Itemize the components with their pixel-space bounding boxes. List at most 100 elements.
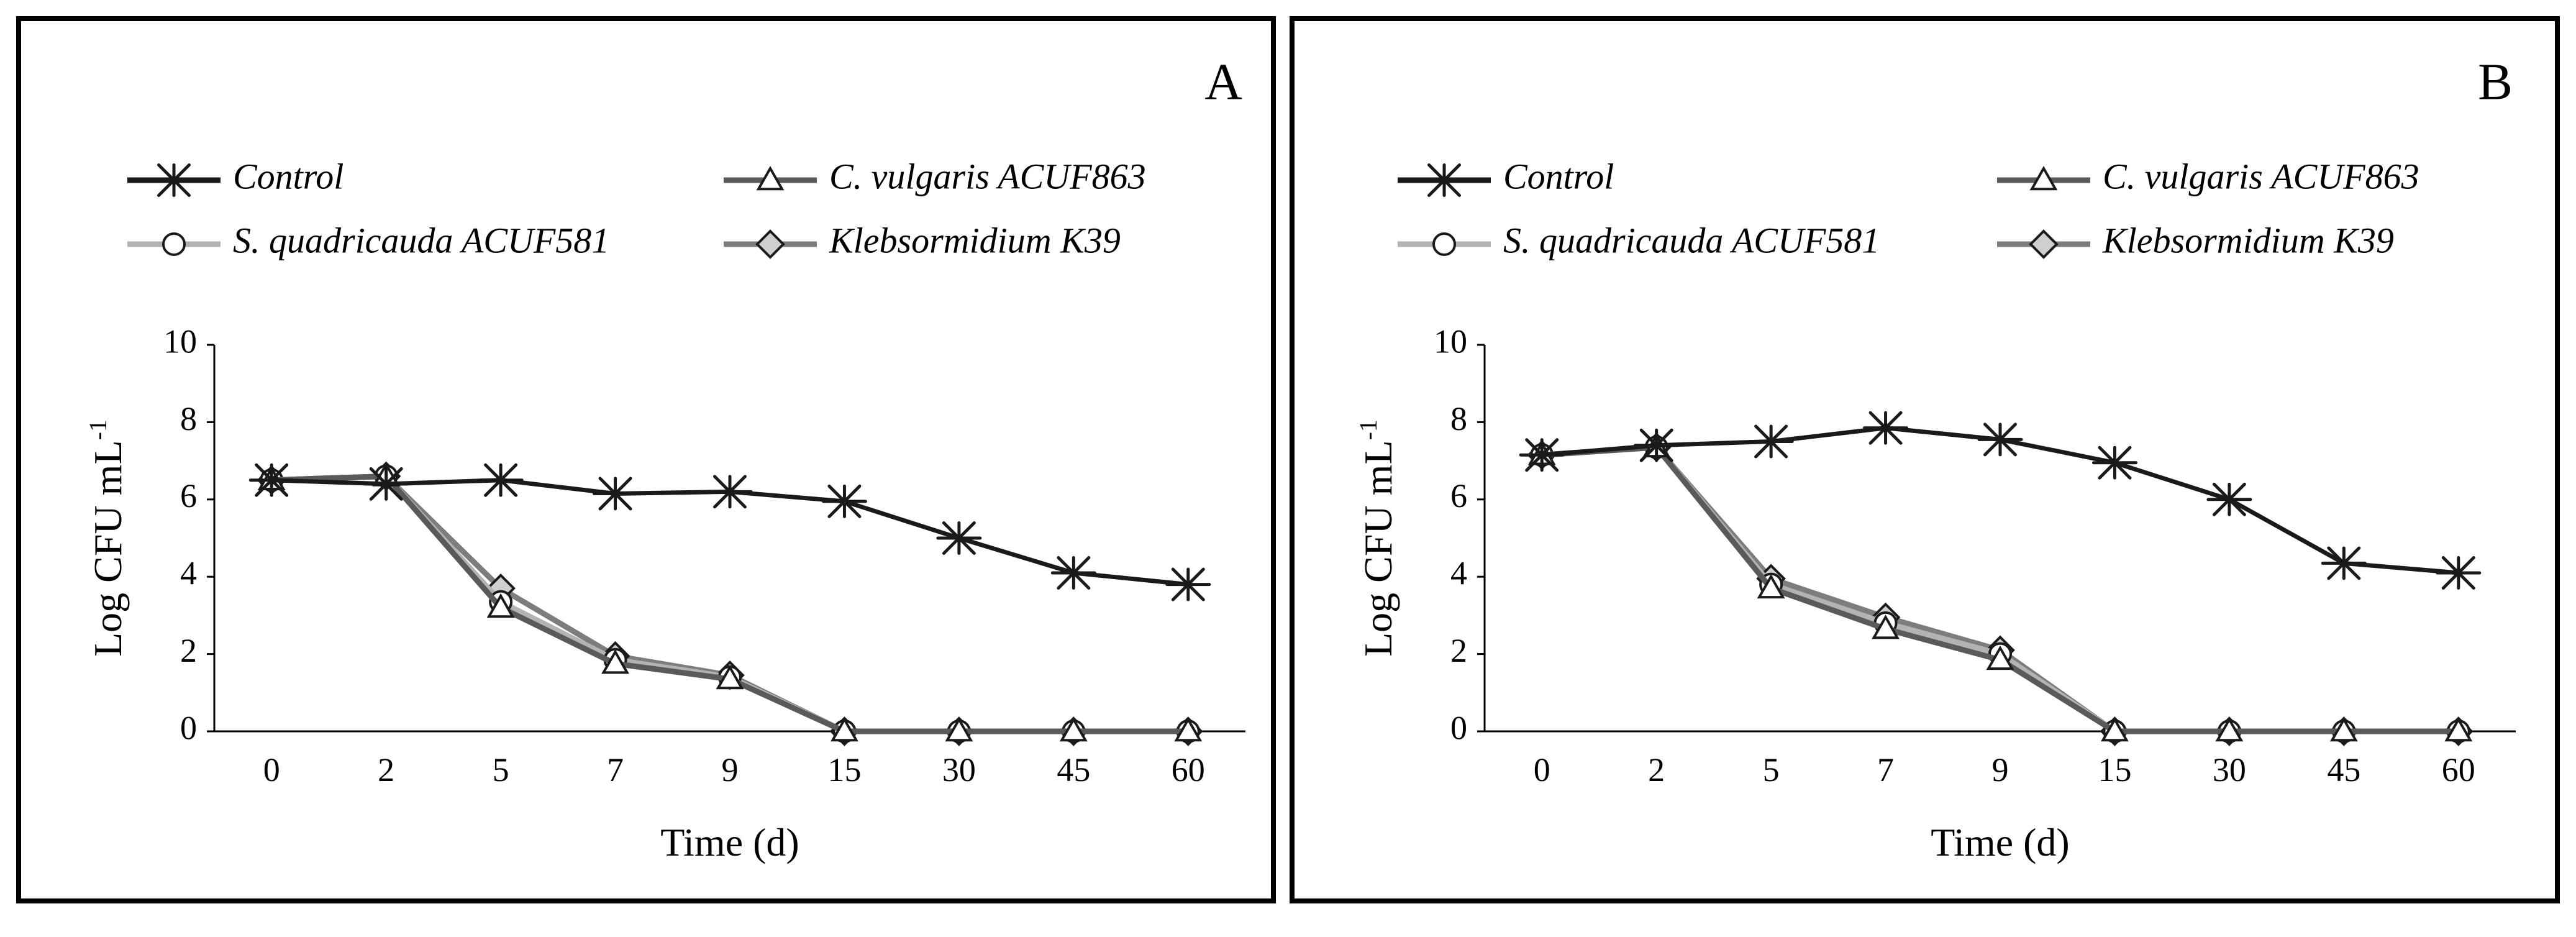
- x-tick-label: 45: [1057, 751, 1090, 788]
- legend-marker-diamond: [755, 229, 785, 259]
- legend-label: Klebsormidium K39: [2102, 220, 2394, 260]
- data-point-asterisk: [1748, 424, 1794, 459]
- data-point-asterisk: [593, 477, 639, 511]
- x-tick-label: 5: [493, 751, 509, 788]
- panel-label: A: [1204, 53, 1242, 111]
- legend-marker-asterisk: [151, 163, 197, 197]
- legend-label: C. vulgaris ACUF863: [829, 156, 1146, 196]
- panel-label: B: [2478, 53, 2513, 111]
- data-point-asterisk: [2436, 556, 2482, 590]
- legend-entry-control: Control: [1398, 156, 1614, 197]
- data-point-asterisk: [1977, 423, 2023, 457]
- y-tick-label: 6: [1450, 477, 1467, 514]
- data-point-asterisk: [821, 484, 867, 518]
- y-axis-title-superscript: -1: [1354, 419, 1382, 440]
- data-point-asterisk: [2321, 546, 2367, 580]
- x-tick-label: 9: [1992, 751, 2009, 788]
- x-tick-label: 2: [378, 751, 394, 788]
- legend-marker-circle: [162, 232, 186, 256]
- data-point-triangle: [486, 593, 515, 618]
- legend-entry-klebsormidium-k39: Klebsormidium K39: [724, 220, 1121, 260]
- x-tick-label: 9: [722, 751, 739, 788]
- y-axis-title: Log CFU mL-1: [84, 419, 130, 657]
- series-control: [248, 463, 1211, 601]
- x-tick-label: 30: [2213, 751, 2246, 788]
- data-point-triangle: [945, 716, 973, 742]
- data-point-asterisk: [1634, 428, 1680, 462]
- legend-entry-s-quadricauda-acuf581: S. quadricauda ACUF581: [127, 220, 609, 260]
- y-tick-label: 10: [1434, 322, 1467, 360]
- data-point-triangle: [1757, 574, 1785, 599]
- legend-entry-c-vulgaris-acuf863: C. vulgaris ACUF863: [1997, 156, 2419, 196]
- data-point-triangle: [2444, 716, 2473, 742]
- data-point-asterisk: [1165, 567, 1211, 601]
- x-tick-label: 60: [1172, 751, 1205, 788]
- legend-label: Klebsormidium K39: [829, 220, 1121, 260]
- legend-entry-s-quadricauda-acuf581: S. quadricauda ACUF581: [1398, 220, 1880, 260]
- legend-marker-triangle: [756, 165, 785, 191]
- x-tick-label: 0: [263, 751, 280, 788]
- y-axis-title-superscript: -1: [84, 419, 112, 440]
- legend-label: Control: [1503, 156, 1614, 196]
- y-tick-label: 0: [1450, 709, 1467, 746]
- data-point-triangle: [1059, 716, 1088, 742]
- x-tick-label: 60: [2442, 751, 2475, 788]
- data-point-asterisk: [1519, 438, 1565, 472]
- y-tick-label: 10: [163, 322, 197, 360]
- y-axis-title: Log CFU mL-1: [1354, 419, 1400, 657]
- panel-frame: [16, 16, 1276, 903]
- legend-entry-control: Control: [127, 156, 344, 197]
- data-point-triangle: [716, 664, 744, 690]
- legend-label: Control: [233, 156, 344, 196]
- data-point-asterisk: [1863, 411, 1909, 445]
- data-point-asterisk: [478, 463, 524, 497]
- data-point-triangle: [601, 649, 630, 674]
- series-control: [1519, 411, 2482, 590]
- legend-label: S. quadricauda ACUF581: [233, 220, 609, 260]
- data-point-triangle: [2329, 716, 2358, 742]
- x-tick-label: 0: [1534, 751, 1550, 788]
- legend-marker-triangle: [2029, 165, 2058, 191]
- data-point-triangle: [830, 716, 858, 742]
- x-tick-label: 45: [2327, 751, 2360, 788]
- x-tick-label: 7: [1877, 751, 1894, 788]
- legend-marker-diamond: [2029, 229, 2059, 259]
- y-tick-label: 6: [180, 477, 197, 514]
- data-point-asterisk: [1050, 556, 1096, 590]
- legend-entry-klebsormidium-k39: Klebsormidium K39: [1997, 220, 2394, 260]
- x-axis-title: Time (d): [660, 820, 799, 864]
- data-point-triangle: [2215, 716, 2244, 742]
- x-tick-label: 2: [1648, 751, 1665, 788]
- y-tick-label: 8: [180, 400, 197, 437]
- legend-marker-circle: [1432, 232, 1456, 256]
- data-point-asterisk: [363, 467, 409, 501]
- panel-a: A 0 2 4 6 8 10 0 2 5 7 9 15 30 45 60 Time (d) Log CFU mL-…: [16, 16, 1276, 903]
- y-tick-label: 4: [180, 555, 197, 592]
- legend-label: S. quadricauda ACUF581: [1503, 220, 1880, 260]
- data-point-asterisk: [2091, 446, 2137, 480]
- x-tick-label: 30: [942, 751, 976, 788]
- data-point-triangle: [1872, 615, 1900, 639]
- panel-frame: [1290, 16, 2560, 903]
- data-point-triangle: [2100, 716, 2129, 742]
- x-tick-label: 5: [1763, 751, 1780, 788]
- legend-label: C. vulgaris ACUF863: [2103, 156, 2419, 196]
- y-tick-label: 8: [1450, 400, 1467, 437]
- y-tick-label: 4: [1450, 555, 1467, 592]
- x-tick-label: 15: [2098, 751, 2131, 788]
- data-point-asterisk: [2206, 482, 2252, 516]
- legend-entry-c-vulgaris-acuf863: C. vulgaris ACUF863: [724, 156, 1146, 196]
- legend-marker-asterisk: [1421, 163, 1467, 197]
- data-point-asterisk: [248, 463, 294, 497]
- y-axis-title-text: Log CFU mL: [86, 440, 130, 656]
- data-point-triangle: [1174, 716, 1203, 742]
- y-tick-label: 2: [180, 632, 197, 669]
- data-point-asterisk: [707, 475, 753, 509]
- y-tick-label: 2: [1450, 632, 1467, 669]
- y-tick-label: 0: [180, 709, 197, 746]
- x-tick-label: 15: [827, 751, 861, 788]
- panel-b: B 0 2 4 6 8 10 0 2 5 7 9 15 30 45 60 Time (d) Log CFU mL-…: [1290, 16, 2560, 903]
- data-point-triangle: [1986, 645, 2014, 670]
- data-point-asterisk: [936, 521, 982, 555]
